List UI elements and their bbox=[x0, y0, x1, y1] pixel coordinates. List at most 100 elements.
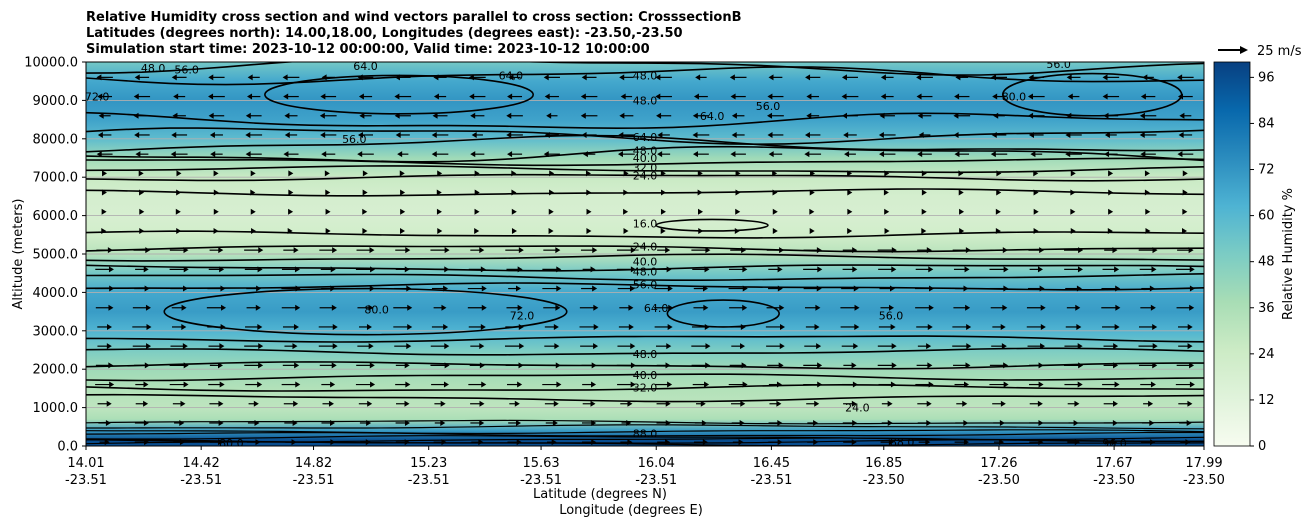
wind-vector-head-461 bbox=[507, 151, 513, 158]
wind-vector-head-127 bbox=[369, 362, 375, 369]
wind-vector-head-549 bbox=[433, 93, 439, 100]
wind-vector-head-418 bbox=[1144, 189, 1150, 196]
wind-vector-head-293 bbox=[964, 266, 970, 273]
wind-vector-head-288 bbox=[777, 266, 783, 273]
wind-vector-head-35 bbox=[292, 419, 298, 426]
wind-vector-head-106 bbox=[704, 381, 710, 388]
contour-line-5 bbox=[86, 429, 1204, 435]
wind-vector-head-252 bbox=[556, 285, 562, 292]
wind-vector-head-223 bbox=[593, 304, 599, 311]
wind-vector-head-345 bbox=[660, 227, 666, 234]
wind-vector-head-524 bbox=[619, 112, 625, 119]
wind-vector-head-586 bbox=[695, 74, 701, 81]
wind-vector-head-251 bbox=[515, 285, 521, 292]
contour-label-16: 56.0 bbox=[1046, 58, 1071, 71]
wind-vector-head-529 bbox=[806, 112, 812, 119]
wind-vector-head-327 bbox=[1112, 247, 1118, 254]
wind-vector-head-566 bbox=[1067, 93, 1073, 100]
contour-label-2: 40.0 bbox=[633, 152, 658, 165]
wind-vector-head-433 bbox=[585, 170, 591, 177]
wind-vector-head-475 bbox=[1030, 151, 1036, 158]
contour-label-7: 56.0 bbox=[756, 100, 781, 113]
wind-vector-head-415 bbox=[1033, 189, 1039, 196]
wind-vector-head-499 bbox=[804, 131, 810, 138]
x-tick-lon-5: -23.51 bbox=[635, 473, 677, 488]
wind-vector-head-208 bbox=[1152, 323, 1158, 330]
wind-vector-head-402 bbox=[549, 189, 555, 196]
wind-vector-head-267 bbox=[1115, 285, 1121, 292]
wind-vector-head-28 bbox=[1150, 439, 1156, 446]
x-tick-lat-10: 17.99 bbox=[1185, 456, 1222, 471]
wind-vector-head-522 bbox=[546, 112, 552, 119]
contour-line-11 bbox=[86, 361, 1204, 370]
wind-vector-head-175 bbox=[1040, 343, 1046, 350]
wind-vector-head-111 bbox=[890, 381, 896, 388]
wind-vector-head-146 bbox=[1078, 362, 1084, 369]
wind-vector-head-374 bbox=[623, 208, 629, 215]
wind-vector-head-220 bbox=[481, 304, 487, 311]
contour-label-3: 48.0 bbox=[633, 144, 658, 157]
wind-vector-head-328 bbox=[1152, 247, 1158, 254]
x-tick-lon-6: -23.51 bbox=[750, 473, 792, 488]
wind-vector-head-523 bbox=[580, 112, 586, 119]
wind-vector-head-198 bbox=[780, 323, 786, 330]
wind-vector-head-66 bbox=[328, 400, 334, 407]
wind-vector-head-428 bbox=[399, 170, 405, 177]
wind-vector-head-1 bbox=[144, 439, 150, 446]
wind-vector-head-243 bbox=[220, 285, 226, 292]
wind-vector-head-103 bbox=[591, 381, 597, 388]
y-tick-label-1: 1000.0 bbox=[33, 401, 79, 416]
wind-vector-head-578 bbox=[394, 74, 400, 81]
wind-vector-head-33 bbox=[218, 419, 224, 426]
x-axis: 14.01 -23.51 14.42 -23.51 14.82 -23.51 15.23 -2… bbox=[65, 446, 1225, 488]
contour-label-24: 80.0 bbox=[364, 304, 389, 317]
wind-vector-head-256 bbox=[703, 285, 709, 292]
wind-vector-head-407 bbox=[735, 189, 741, 196]
wind-vector-head-254 bbox=[629, 285, 635, 292]
wind-vector-head-95 bbox=[295, 381, 301, 388]
wind-vector-head-18 bbox=[777, 439, 783, 446]
wind-vector-head-116 bbox=[1077, 381, 1083, 388]
wind-vector-head-557 bbox=[730, 93, 736, 100]
wind-vector-head-311 bbox=[518, 247, 524, 254]
wind-vector-head-191 bbox=[518, 323, 524, 330]
wind-vector-head-403 bbox=[586, 189, 592, 196]
contour-line-6 bbox=[86, 424, 1204, 430]
wind-vector-head-181 bbox=[146, 323, 152, 330]
wind-vector-head-88 bbox=[1148, 400, 1154, 407]
contour-line-29 bbox=[86, 62, 1204, 76]
wind-vector-head-584 bbox=[619, 74, 625, 81]
wind-vector-head-505 bbox=[1028, 131, 1034, 138]
wind-vector-head-531 bbox=[879, 112, 885, 119]
plot-area: 24.032.040.048.064.056.064.056.048.048.0… bbox=[86, 58, 1204, 446]
contour-line-10 bbox=[86, 373, 1204, 382]
wind-vector-head-484 bbox=[245, 131, 251, 138]
wind-vector-head-165 bbox=[666, 343, 672, 350]
wind-vector-head-471 bbox=[879, 151, 885, 158]
wind-vector-head-284 bbox=[630, 266, 636, 273]
contour-line-24 bbox=[86, 145, 1204, 163]
wind-vector-head-474 bbox=[990, 151, 996, 158]
wind-vector-head-365 bbox=[288, 208, 294, 215]
wind-vector-head-61 bbox=[143, 400, 149, 407]
wind-vector-head-346 bbox=[698, 227, 704, 234]
wind-vector-head-527 bbox=[731, 112, 737, 119]
wind-vector-head-250 bbox=[481, 285, 487, 292]
wind-vector-head-385 bbox=[1033, 208, 1039, 215]
wind-vector-head-430 bbox=[474, 170, 480, 177]
contour-label-12: 64.0 bbox=[353, 60, 378, 73]
wind-vector-head-429 bbox=[437, 170, 443, 177]
wind-vector-head-369 bbox=[436, 208, 442, 215]
wind-vector-head-392 bbox=[176, 189, 182, 196]
wind-vector-head-287 bbox=[742, 266, 748, 273]
wind-vector-head-467 bbox=[730, 151, 736, 158]
wind-vector-head-331 bbox=[139, 227, 145, 234]
wind-vector-head-180 bbox=[106, 323, 112, 330]
wind-vector-head-477 bbox=[1104, 151, 1110, 158]
wind-vector-head-30 bbox=[105, 419, 111, 426]
contour-line-4 bbox=[86, 431, 1204, 437]
wind-vector-head-168 bbox=[779, 343, 785, 350]
wind-vector-head-25 bbox=[1038, 439, 1044, 446]
wind-vector-head-155 bbox=[292, 343, 298, 350]
wind-vector-head-265 bbox=[1039, 285, 1045, 292]
